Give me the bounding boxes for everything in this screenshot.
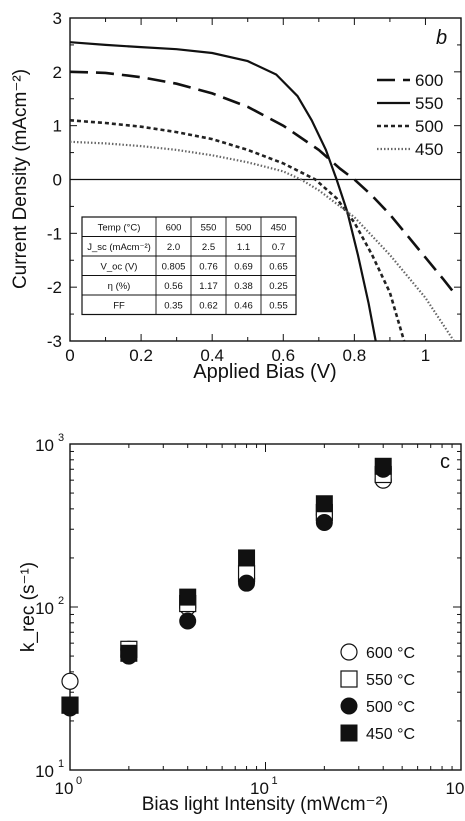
x-tick-label: 10 [446, 779, 465, 798]
table-cell: η (%) [108, 281, 131, 292]
legend-label: 550 °C [366, 672, 415, 689]
table-cell: 0.38 [234, 281, 253, 292]
x-tick-exponent: 1 [271, 775, 277, 787]
table-cell: 0.7 [272, 242, 285, 253]
point-filled-circle [179, 612, 197, 630]
legend: 600 550 500 450 [377, 71, 443, 159]
table-cell: 0.46 [234, 301, 253, 312]
x-tick-label: 0.6 [271, 346, 295, 365]
table-cell: 2.0 [167, 242, 180, 253]
legend-filled-square-marker [340, 724, 358, 742]
point-filled-square [179, 588, 197, 606]
table-cell: J_sc (mAcm⁻²) [87, 242, 151, 253]
point-filled-circle [238, 574, 256, 592]
y-tick-label: -3 [47, 332, 62, 351]
point-filled-square [61, 696, 79, 714]
point-filled-square [120, 644, 138, 662]
jv-chart-panel: 0 0.2 0.4 0.6 0.8 1 -3 -2 -1 0 1 2 3 600 550 500 450 Te… [10, 9, 462, 383]
y-tick-exponent: 2 [58, 595, 64, 607]
table-cell: 0.55 [269, 301, 288, 312]
table-header-cell: 450 [271, 223, 287, 234]
x-tick-label: 0 [65, 346, 74, 365]
plot-frame [69, 443, 462, 771]
point-filled-square [374, 457, 392, 475]
y-axis-label: k_rec (s⁻¹) [18, 562, 39, 652]
y-tick-label: 10 [35, 599, 54, 618]
legend-600-label: 600 [415, 71, 443, 90]
y-tick-label: -1 [47, 224, 62, 243]
panel-label: b [436, 27, 447, 49]
table-cell: 0.56 [164, 281, 183, 292]
y-tick-label: 3 [53, 9, 62, 28]
table-cell: 0.65 [269, 262, 288, 273]
table-header-cell: 550 [201, 223, 217, 234]
y-tick-label: 10 [35, 436, 54, 455]
table-cell: 0.69 [234, 262, 253, 273]
series-550-curve [70, 41, 377, 341]
y-tick-exponent: 3 [58, 432, 64, 444]
y-tick-exponent: 1 [58, 758, 64, 770]
table-cell: 0.76 [199, 262, 218, 273]
legend-450-label: 450 [415, 140, 443, 159]
y-axis-label: Current Density (mAcm⁻²) [10, 69, 31, 289]
table-cell: V_oc (V) [101, 262, 138, 273]
table-cell: 0.805 [162, 262, 186, 273]
legend-open-circle-marker [340, 643, 358, 661]
x-tick-label: 10 [250, 779, 269, 798]
table-header-cell: 500 [236, 223, 252, 234]
table-cell: FF [113, 301, 125, 312]
table-cell: 1.17 [199, 281, 218, 292]
y-tick-label: 1 [53, 117, 62, 136]
legend-500-label: 500 [415, 117, 443, 136]
table-cell: 2.5 [202, 242, 215, 253]
table-cell: 0.35 [164, 301, 183, 312]
panel-label: c [440, 451, 450, 473]
x-tick-label: 0.2 [129, 346, 153, 365]
point-filled-square [238, 549, 256, 567]
table-cell: 0.25 [269, 281, 288, 292]
legend: 600 °C 550 °C 500 °C 450 °C [340, 643, 415, 743]
point-filled-square [315, 495, 333, 513]
legend-filled-circle-marker [340, 697, 358, 715]
point-filled-circle [315, 513, 333, 531]
parameter-table: Temp (°C) 600 550 500 450 J_sc (mAcm⁻²) 2.0 2.5… [81, 216, 297, 316]
legend-label: 600 °C [366, 645, 415, 662]
table-header-cell: 600 [166, 223, 182, 234]
x-tick-label: 0.4 [200, 346, 224, 365]
series-450-curve [70, 140, 455, 341]
table-frame [81, 216, 297, 316]
y-tick-label: -2 [47, 278, 62, 297]
table-cell: 0.62 [199, 301, 218, 312]
x-tick-label: 1 [421, 346, 430, 365]
table-header-cell: Temp (°C) [98, 223, 141, 234]
legend-label: 450 °C [366, 726, 415, 743]
x-tick-label: 0.8 [343, 346, 367, 365]
table-cell: 1.1 [237, 242, 250, 253]
series-600-curve [70, 70, 455, 294]
x-tick-label: 10 [55, 779, 74, 798]
x-axis-label: Applied Bias (V) [193, 361, 336, 383]
legend-open-square-marker [340, 670, 358, 688]
x-tick-exponent: 0 [76, 775, 82, 787]
series-500-curve [70, 119, 406, 341]
legend-label: 500 °C [366, 699, 415, 716]
y-tick-label: 2 [53, 63, 62, 82]
x-axis-label: Bias light Intensity (mWcm⁻²) [142, 794, 389, 815]
point-open-circle [61, 672, 79, 690]
y-tick-label: 10 [35, 762, 54, 781]
y-tick-label: 0 [53, 171, 62, 190]
legend-550-label: 550 [415, 94, 443, 113]
